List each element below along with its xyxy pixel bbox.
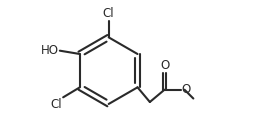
Text: Cl: Cl — [103, 7, 115, 20]
Text: HO: HO — [41, 44, 59, 57]
Text: O: O — [182, 83, 191, 96]
Text: Cl: Cl — [50, 98, 62, 111]
Text: O: O — [160, 59, 169, 72]
